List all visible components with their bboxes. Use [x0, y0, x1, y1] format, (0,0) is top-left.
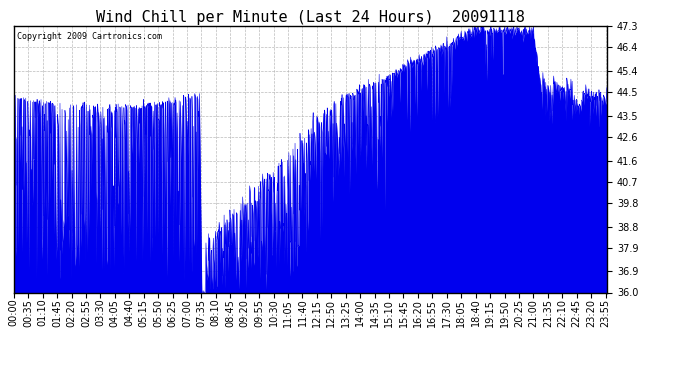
Title: Wind Chill per Minute (Last 24 Hours)  20091118: Wind Chill per Minute (Last 24 Hours) 20…: [96, 10, 525, 25]
Text: Copyright 2009 Cartronics.com: Copyright 2009 Cartronics.com: [17, 32, 161, 40]
